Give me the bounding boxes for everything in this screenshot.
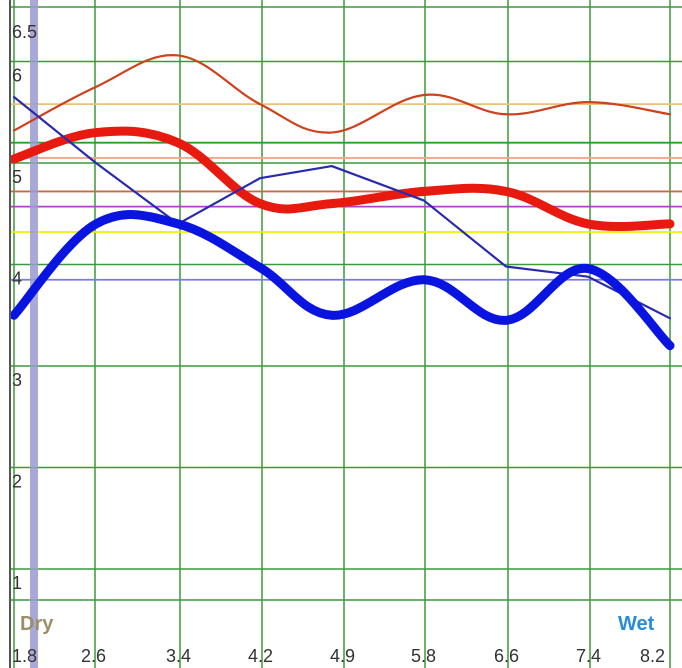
x-ticks: 1.8 2.6 3.4 4.2 4.9 5.8 6.6 7.4 8.2	[12, 646, 665, 666]
series-line-1	[9, 126, 675, 231]
x-tick-label-5: 5.8	[411, 646, 436, 666]
y-tick-label-6: 1	[12, 573, 22, 593]
x-tick-label-7: 7.4	[576, 646, 601, 666]
series-line-2	[12, 95, 672, 320]
y-tick-label-5: 2	[12, 472, 22, 492]
y-tick-label-2: 5	[12, 167, 22, 187]
y-tick-label-0: 6.5	[12, 22, 37, 42]
x-tick-label-6: 6.6	[494, 646, 519, 666]
series	[9, 54, 675, 351]
x-tick-label-0: 1.8	[12, 646, 37, 666]
y-tick-label-3: 4	[12, 269, 22, 289]
dry-marker-bar	[30, 0, 38, 668]
wet-label: Wet	[618, 613, 655, 635]
x-tick-label-2: 3.4	[166, 646, 191, 666]
y-tick-label-1: 6	[12, 66, 22, 86]
series-line-0	[12, 54, 672, 134]
y-tick-label-4: 3	[12, 370, 22, 390]
dry-label: Dry	[20, 613, 54, 635]
left-frame	[0, 0, 10, 668]
series-line-3	[9, 210, 675, 351]
x-tick-label-1: 2.6	[81, 646, 106, 666]
y-ticks: 6.5 6 5 4 3 2 1	[12, 22, 37, 593]
x-tick-label-3: 4.2	[248, 646, 273, 666]
x-tick-label-8: 8.2	[640, 646, 665, 666]
x-tick-label-4: 4.9	[330, 646, 355, 666]
